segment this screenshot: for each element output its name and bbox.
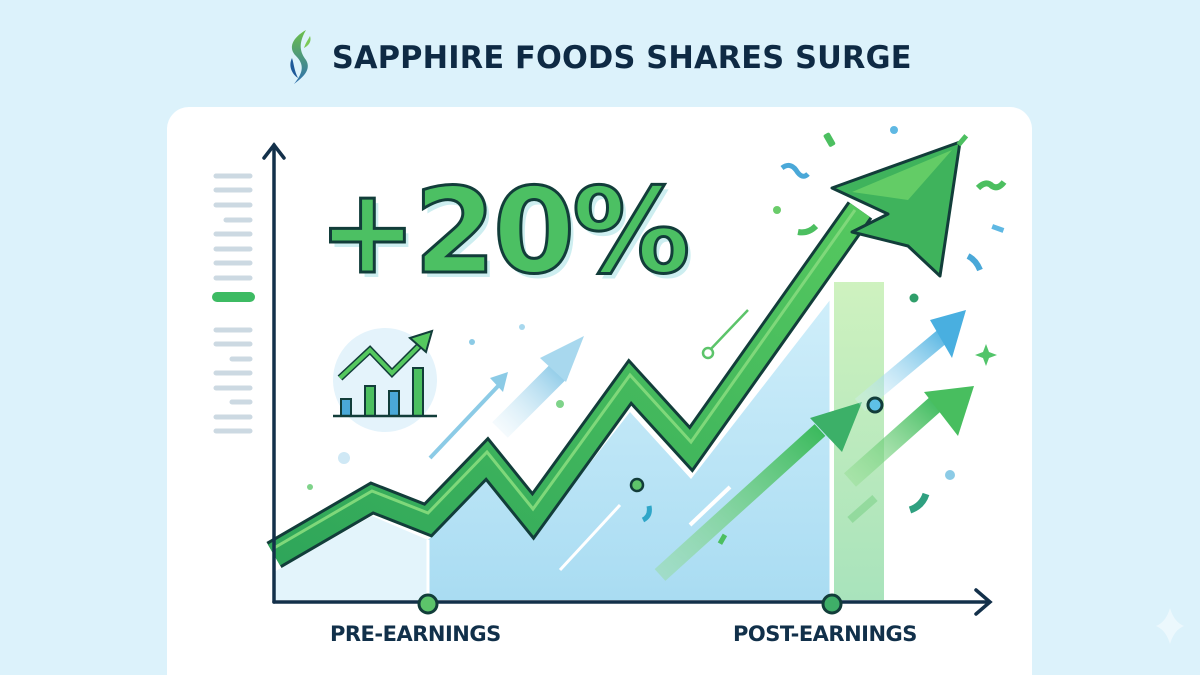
- header: SAPPHIRE FOODS SHARES SURGE: [0, 28, 1200, 88]
- scale-ticks: [213, 173, 253, 434]
- mini-bar-chart-icon: [333, 328, 437, 432]
- x-label-post-earnings: POST-EARNINGS: [733, 622, 917, 646]
- pre-earnings-marker: [417, 593, 439, 615]
- page-title: SAPPHIRE FOODS SHARES SURGE: [332, 40, 912, 76]
- pre-area: [274, 516, 428, 600]
- trend-line: [267, 203, 870, 566]
- sapphire-logo-icon: [290, 30, 311, 84]
- main-area: [428, 300, 830, 600]
- post-earnings-marker: [821, 593, 843, 615]
- secondary-arrows: [428, 310, 974, 581]
- background-sparkle-icon: [1156, 608, 1184, 644]
- marker-blue: [866, 396, 884, 414]
- chart-axes: [262, 142, 993, 616]
- percentage-gain: +20%: [316, 162, 691, 300]
- sparkle-icon: [975, 344, 997, 366]
- confetti: [307, 126, 1007, 545]
- x-label-pre-earnings: PRE-EARNINGS: [330, 622, 501, 646]
- marker-mid: [629, 477, 645, 493]
